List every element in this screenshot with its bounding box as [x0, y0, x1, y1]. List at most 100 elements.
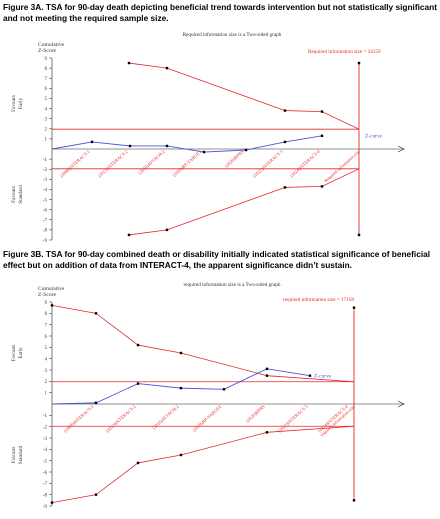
lower-monitoring-boundary-point	[94, 493, 98, 496]
z-curve-point	[94, 401, 98, 405]
z-curve-point	[265, 367, 269, 371]
lower-monitoring-boundary-point	[50, 501, 54, 504]
favours-early-label: Favours	[11, 95, 17, 112]
chart-title: Required information size is a Two-sided…	[183, 31, 282, 38]
y-tick-label: -3	[43, 178, 48, 183]
upper-monitoring-boundary-point	[165, 66, 169, 70]
y-tick-label: 4	[45, 357, 48, 362]
x-axis-arrow	[397, 400, 405, 408]
ris-label: required information size = 17158	[283, 296, 354, 303]
favours-standard-label: Standard	[18, 445, 24, 464]
y-tick-label: 7	[45, 323, 48, 328]
y-tick-label: -1	[43, 414, 48, 419]
y-axis-label: Z-Score	[38, 292, 57, 298]
x-category-label: (2013)INTERACT-2	[97, 149, 129, 179]
y-tick-label: 7	[45, 77, 48, 82]
figure-3a-caption: Figure 3A. TSA for 90-day death depictin…	[3, 2, 437, 23]
y-tick-label: -9	[43, 239, 48, 244]
upper-monitoring-boundary-point	[265, 374, 269, 377]
z-curve-line	[51, 135, 323, 153]
x-category-label: (2024)INTERACT-4	[289, 149, 321, 179]
favours-standard-label: Favours	[11, 186, 17, 203]
x-category-label: (2019)BP-TARGET	[172, 149, 203, 178]
x-category-label: (2008)INTERACT-1	[59, 149, 91, 179]
x-category-label: (2016)ATTACH-2	[137, 149, 166, 176]
y-tick-label: -3	[43, 437, 48, 442]
y-tick-label: -6	[43, 471, 48, 476]
y-axis-label: Cumulative	[38, 42, 65, 48]
y-tick-label: -5	[43, 459, 48, 464]
upper-monitoring-boundary-point	[136, 343, 140, 347]
y-tick-label: 3	[45, 117, 48, 122]
x-category-label: (2022)INTERACT-3	[252, 149, 284, 179]
upper-monitoring-boundary	[51, 305, 355, 383]
z-curve-point	[283, 140, 287, 144]
lower-monitoring-boundary-point	[265, 431, 269, 434]
favours-early-label: Early	[18, 97, 24, 109]
y-tick-label: -9	[43, 505, 48, 510]
y-tick-label: 9	[45, 57, 48, 62]
y-tick-label: 5	[45, 346, 48, 351]
z-curve-label: Z-curve	[365, 134, 383, 140]
y-tick-label: 9	[45, 301, 48, 306]
y-axis-label: Z-Score	[38, 48, 57, 54]
x-category-label: (2024)INTERACT-4	[317, 404, 349, 434]
y-tick-label: -2	[43, 425, 48, 430]
x-category-label: (2008)INTERACT-1	[63, 404, 95, 434]
figure-3b-caption: Figure 3B. TSA for 90-day combined death…	[3, 249, 431, 270]
y-tick-label: -1	[43, 158, 48, 163]
lower-monitoring-boundary-point	[320, 185, 324, 188]
favours-early-label: Favours	[11, 345, 17, 362]
z-curve-line	[51, 368, 311, 405]
z-curve-point	[320, 134, 324, 138]
upper-monitoring-boundary-point	[320, 110, 324, 113]
y-tick-label: -2	[43, 168, 48, 173]
x-category-label: (2013)INTERACT-2	[105, 404, 137, 434]
y-tick-label: -7	[43, 482, 48, 487]
upper-monitoring-boundary-point	[127, 61, 131, 65]
upper-monitoring-boundary	[128, 62, 360, 130]
chart-3b: required information size is a Two-sided…	[11, 281, 405, 510]
chart-3a: Required information size is a Two-sided…	[11, 31, 405, 244]
ris-marker	[357, 233, 361, 237]
lower-monitoring-boundary-point	[136, 461, 140, 465]
x-category-label: (2020)BPRS	[245, 404, 266, 424]
y-axis-label: Cumulative	[38, 286, 65, 292]
y-tick-label: -8	[43, 229, 48, 234]
lower-monitoring-boundary	[51, 425, 355, 503]
y-tick-label: 5	[45, 97, 48, 102]
y-tick-label: 1	[45, 138, 48, 143]
lower-monitoring-boundary-point	[165, 228, 169, 232]
ris-axis-label: Required information size	[323, 149, 360, 183]
ris-marker	[357, 61, 361, 65]
favours-standard-label: Favours	[11, 447, 17, 464]
chart-title: required information size is a Two-sided…	[184, 281, 281, 288]
y-tick-label: -8	[43, 493, 48, 498]
favours-standard-label: Standard	[18, 185, 24, 204]
z-curve-point	[90, 140, 94, 144]
upper-monitoring-boundary-point	[179, 351, 183, 355]
y-tick-label: 6	[45, 87, 48, 92]
x-axis-arrow	[397, 145, 405, 153]
upper-monitoring-boundary-point	[283, 109, 287, 112]
z-curve-label: Z-curve	[314, 373, 332, 379]
y-tick-label: -4	[43, 188, 48, 193]
lower-monitoring-boundary-point	[179, 453, 183, 457]
y-tick-label: 3	[45, 369, 48, 374]
y-tick-label: 6	[45, 335, 48, 340]
ris-marker	[352, 306, 356, 309]
y-tick-label: -6	[43, 208, 48, 213]
y-tick-label: 2	[45, 128, 48, 133]
z-curve-point	[244, 148, 248, 152]
y-tick-label: 2	[45, 380, 48, 385]
z-curve-point	[308, 374, 312, 377]
y-tick-label: 8	[45, 67, 48, 72]
x-category-label: (2020)BPRS	[224, 149, 245, 169]
upper-monitoring-boundary-point	[94, 312, 98, 315]
z-curve-point	[165, 144, 169, 148]
z-curve-point	[179, 386, 183, 390]
y-tick-label: -5	[43, 198, 48, 203]
favours-early-label: Early	[18, 347, 24, 359]
z-curve-point	[202, 150, 206, 154]
y-tick-label: 4	[45, 107, 48, 112]
